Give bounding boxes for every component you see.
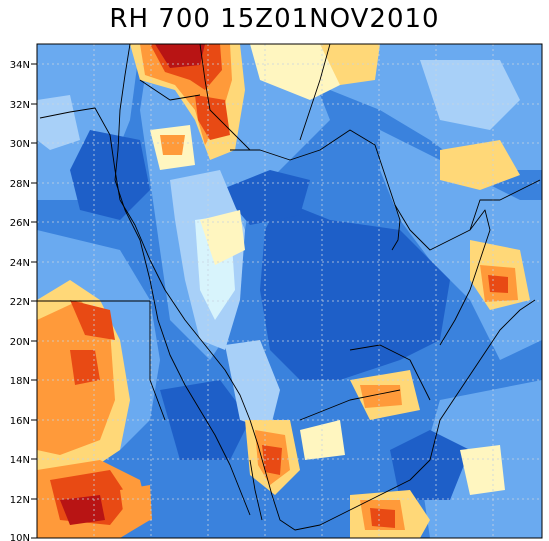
tick-label-28n: 28N: [10, 179, 30, 190]
tick-label-14n: 14N: [10, 455, 30, 466]
y-axis-ticks: [31, 63, 37, 539]
tick-label-16n: 16N: [10, 416, 30, 427]
tick-label-20n: 20N: [10, 337, 30, 348]
tick-label-26n: 26N: [10, 218, 30, 229]
tick-label-24n: 24N: [10, 258, 30, 269]
tick-label-10n: 10N: [10, 533, 30, 541]
tick-label-32n: 32N: [10, 100, 30, 111]
tick-label-22n: 22N: [10, 297, 30, 308]
graticule: [37, 44, 542, 538]
tick-label-30n: 30N: [10, 139, 30, 150]
tick-label-18n: 18N: [10, 376, 30, 387]
rh-field: [37, 44, 542, 538]
map-title: RH 700 15Z01NOV2010: [109, 4, 440, 34]
y-axis-labels: 34N 32N 30N 28N 26N 24N 22N 20N 18N 16N …: [10, 60, 30, 541]
tick-label-12n: 12N: [10, 495, 30, 506]
plot-frame: [36, 43, 543, 539]
coastlines: [37, 44, 541, 531]
tick-label-34n: 34N: [10, 60, 30, 71]
